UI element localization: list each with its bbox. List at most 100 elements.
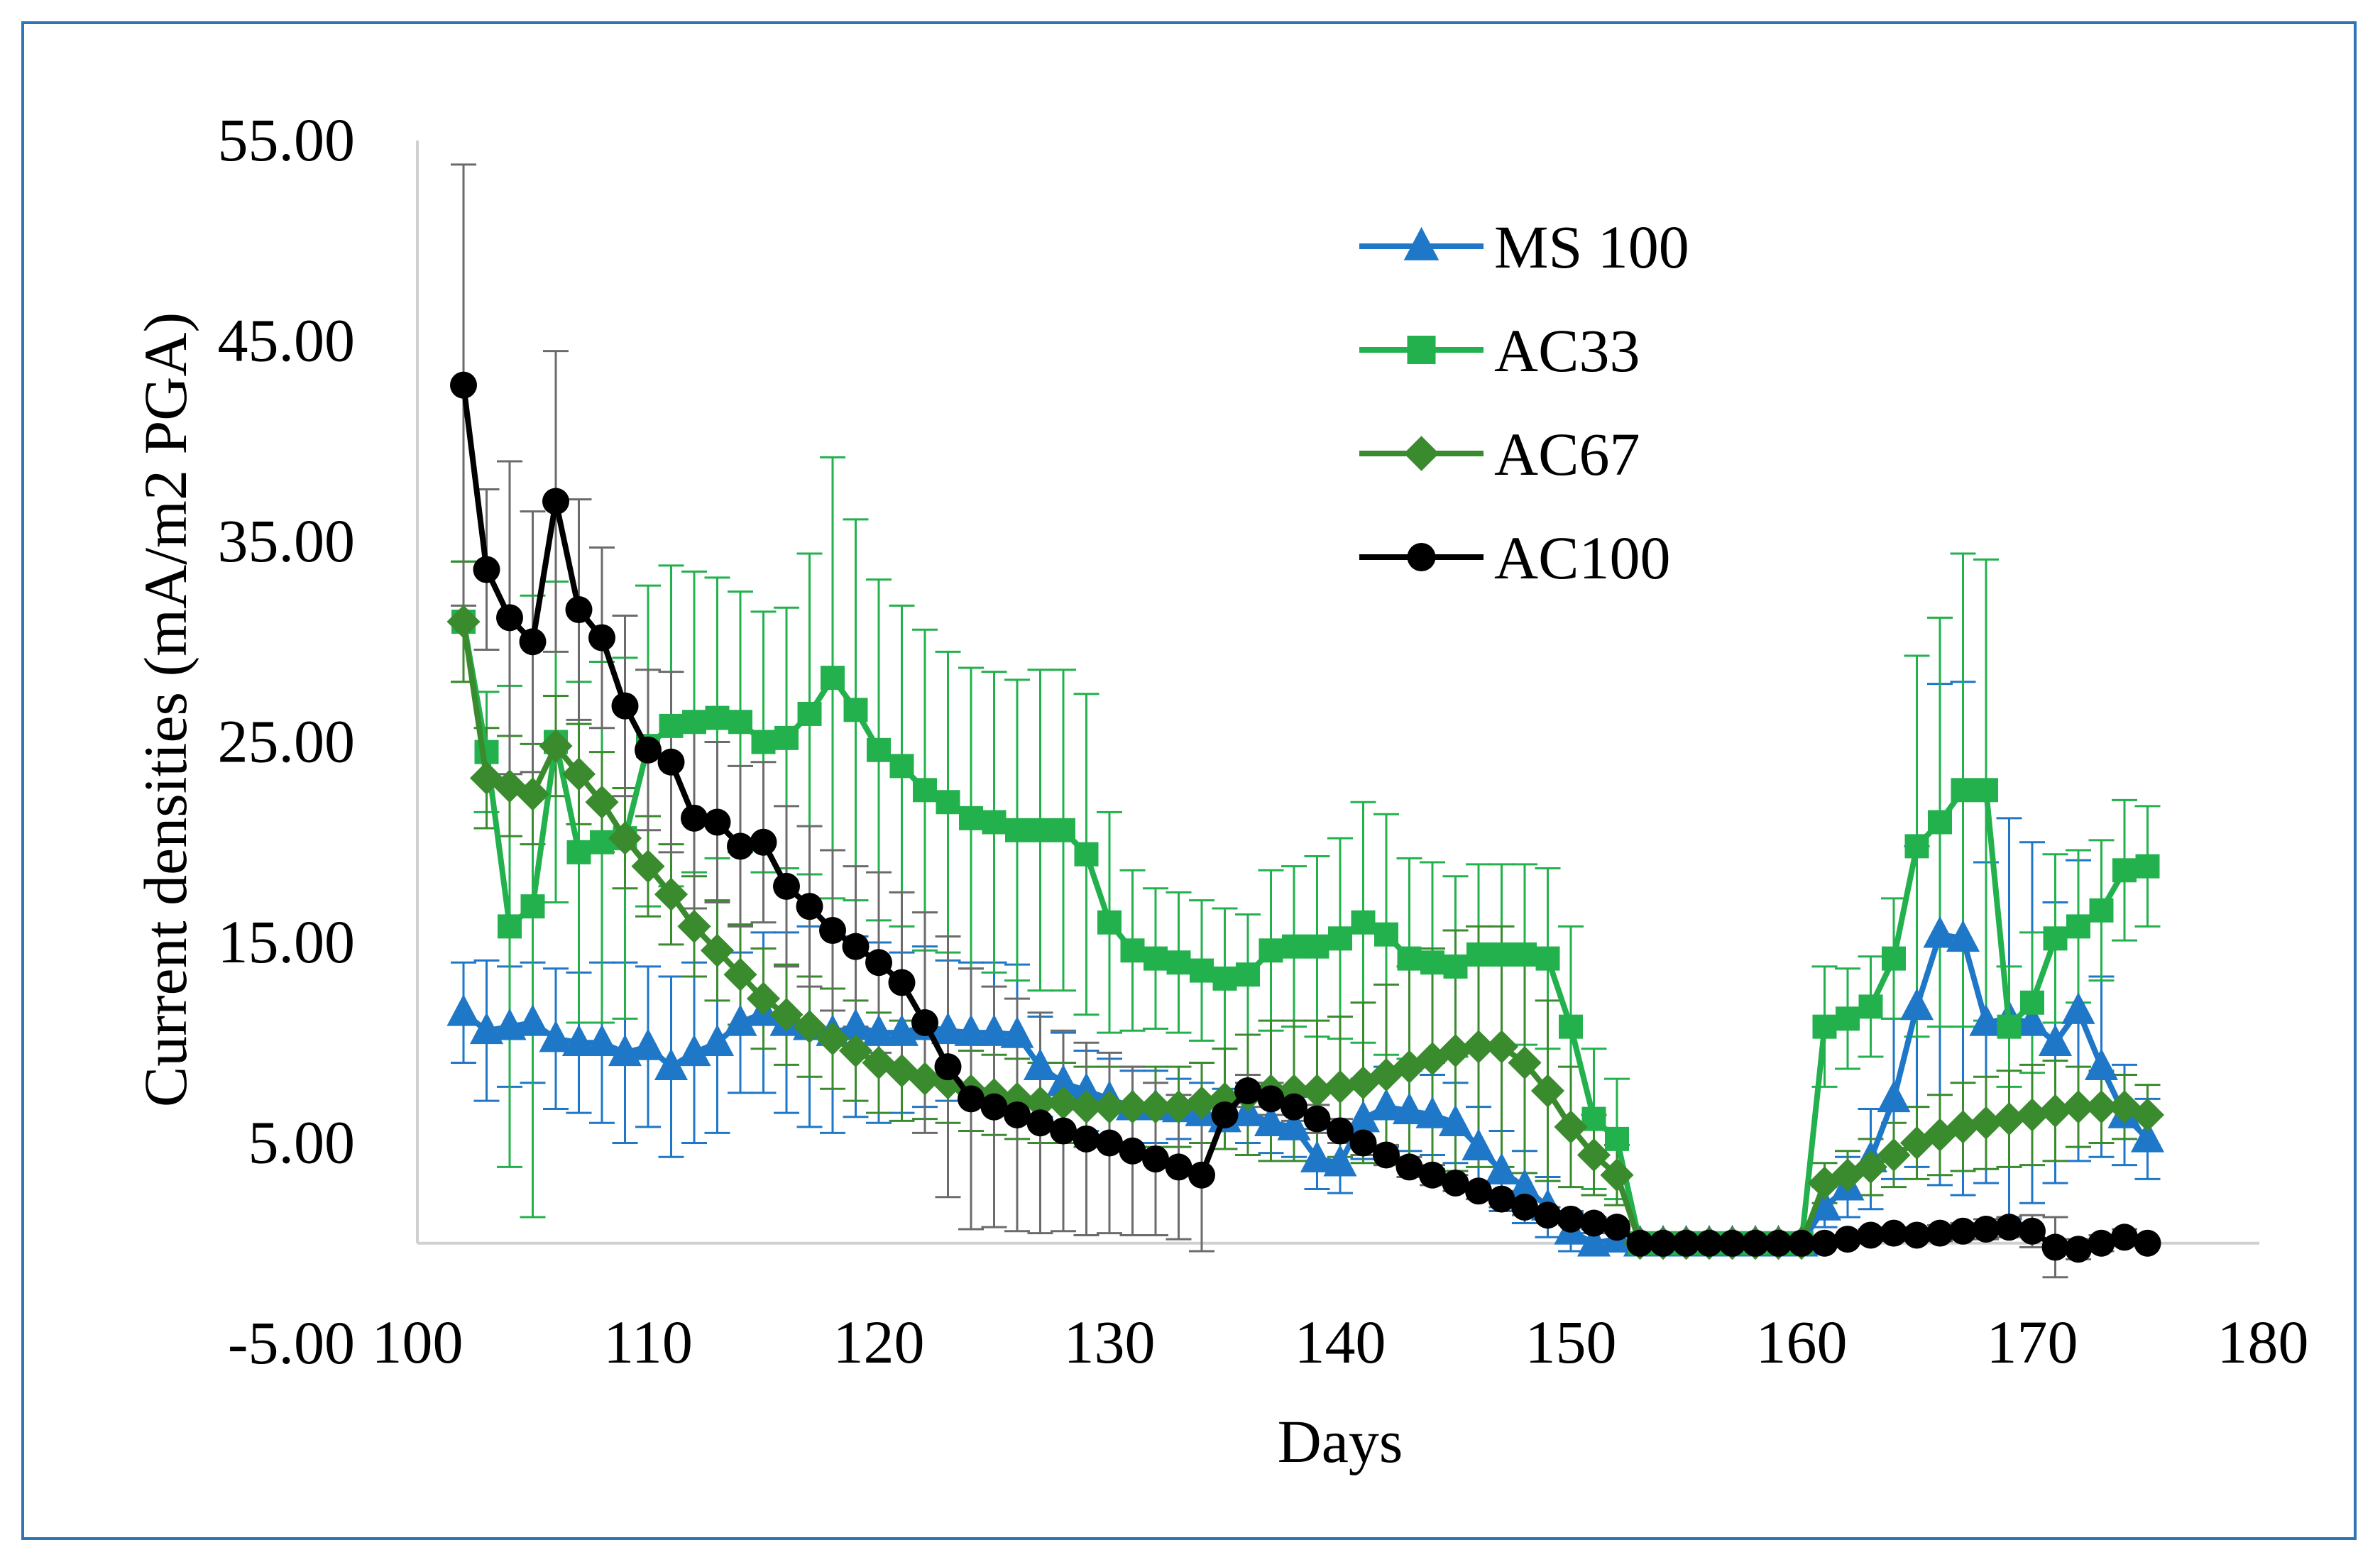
data-point-ac33 (1120, 938, 1145, 963)
data-point-ac33 (889, 754, 914, 779)
data-point-ms-100 (1069, 1072, 1104, 1104)
data-point-ac67 (608, 821, 642, 855)
data-point-ac100 (1096, 1129, 1123, 1157)
data-point-ac67 (1323, 1070, 1357, 1104)
axes: 55.00 45.00 35.00 25.00 15.00 5.00 -5.00 100 110… (218, 106, 2309, 1377)
data-point-ac100 (958, 1085, 985, 1113)
data-point-ac100 (1211, 1101, 1239, 1128)
data-point-ac100 (1050, 1117, 1077, 1145)
data-point-ac67 (469, 761, 504, 795)
data-point-ac100 (611, 692, 639, 720)
legend-marker-ms-100 (1403, 226, 1439, 260)
data-point-ac33 (1535, 946, 1560, 971)
data-point-ac67 (2130, 1098, 2165, 1132)
data-point-ac67 (723, 957, 757, 991)
data-point-ac67 (1946, 1110, 1980, 1144)
data-point-ac33 (751, 730, 776, 754)
data-point-ac33 (590, 830, 614, 854)
data-point-ac33 (1836, 1006, 1860, 1031)
data-point-ms-100 (700, 1024, 735, 1057)
data-point-ac100 (1580, 1209, 1608, 1237)
data-point-ac33 (936, 790, 960, 815)
data-point-ms-100 (493, 1008, 527, 1040)
data-point-ac33 (2112, 858, 2137, 883)
data-point-ac67 (700, 933, 735, 967)
data-point-ac100 (1626, 1229, 1654, 1257)
data-point-ac33 (1443, 954, 1468, 979)
data-point-ac100 (1949, 1217, 1977, 1245)
data-point-ac33 (1605, 1126, 1629, 1151)
data-point-ac67 (1508, 1045, 1542, 1080)
data-point-ac100 (542, 488, 569, 515)
data-point-ac33 (1144, 946, 1168, 971)
data-point-ac33 (1882, 946, 1906, 971)
data-point-ac67 (1300, 1074, 1334, 1108)
data-point-ac33 (1328, 926, 1352, 951)
data-point-ac67 (746, 982, 781, 1016)
data-point-ac100 (727, 832, 754, 860)
data-point-ms-100 (1946, 920, 1980, 952)
data-point-ac33 (705, 705, 730, 730)
data-point-ac100 (1165, 1153, 1192, 1181)
data-point-ac100 (657, 748, 685, 776)
data-point-ac33 (1190, 958, 1214, 983)
legend-marker-ac67 (1403, 436, 1439, 471)
data-point-ac33 (1212, 966, 1237, 991)
data-point-ac100 (1442, 1170, 1469, 1197)
data-point-ac67 (2084, 1090, 2119, 1124)
x-tick-label: 120 (833, 1308, 925, 1376)
data-point-ac100 (1973, 1215, 2000, 1243)
data-point-ac100 (750, 828, 777, 856)
data-point-ac67 (1139, 1090, 1173, 1124)
data-point-ms-100 (1462, 1128, 1496, 1160)
data-point-ac100 (1834, 1226, 1861, 1253)
data-point-ms-100 (515, 1004, 550, 1036)
data-point-ms-100 (1346, 1100, 1381, 1133)
series-layer (446, 163, 2165, 1279)
y-tick-label: 5.00 (248, 1109, 356, 1177)
data-point-ac33 (520, 894, 545, 919)
data-point-ac33 (1166, 950, 1191, 975)
data-point-ac100 (565, 596, 593, 624)
data-point-ac67 (2061, 1090, 2095, 1124)
data-point-ms-100 (838, 1008, 873, 1040)
data-point-ac100 (1995, 1214, 2023, 1241)
data-point-ms-100 (931, 1012, 965, 1045)
data-point-ms-100 (862, 1014, 896, 1046)
data-point-ac100 (1903, 1221, 1931, 1249)
data-point-ac33 (797, 701, 822, 726)
data-point-ac33 (659, 713, 684, 738)
data-point-ac100 (2041, 1233, 2069, 1261)
data-point-ac100 (934, 1053, 962, 1081)
x-tick-label: 140 (1295, 1308, 1386, 1376)
x-tick-label: 130 (1064, 1308, 1156, 1376)
data-point-ac67 (446, 605, 481, 639)
data-point-ac100 (1257, 1085, 1285, 1113)
data-point-ms-100 (1000, 1016, 1034, 1048)
data-point-ac33 (2020, 990, 2044, 1015)
data-point-ac67 (1877, 1138, 1911, 1172)
data-point-ac100 (1534, 1202, 1562, 1229)
data-point-ac100 (865, 949, 892, 977)
data-point-ac33 (1351, 910, 1376, 935)
data-point-ac33 (2089, 898, 2114, 923)
chart-frame (21, 21, 2357, 1540)
data-point-ac100 (1142, 1145, 1169, 1173)
data-point-ac33 (1858, 994, 1883, 1019)
data-point-ms-100 (1508, 1168, 1542, 1201)
data-point-ac33 (1420, 950, 1444, 975)
data-point-ac67 (1023, 1086, 1058, 1120)
data-point-ac67 (2015, 1098, 2049, 1132)
data-point-ac100 (1742, 1229, 1769, 1257)
data-point-ac100 (1926, 1219, 1953, 1247)
data-point-ac33 (682, 710, 706, 735)
data-point-ac100 (1788, 1229, 1815, 1257)
data-point-ac100 (1419, 1161, 1446, 1189)
data-point-ac100 (703, 808, 731, 836)
data-point-ms-100 (1254, 1104, 1288, 1137)
x-tick-label: 100 (372, 1308, 464, 1376)
legend-label-ac33: AC33 (1494, 317, 1640, 385)
data-point-ac67 (1576, 1138, 1611, 1172)
data-point-ac100 (588, 624, 615, 651)
